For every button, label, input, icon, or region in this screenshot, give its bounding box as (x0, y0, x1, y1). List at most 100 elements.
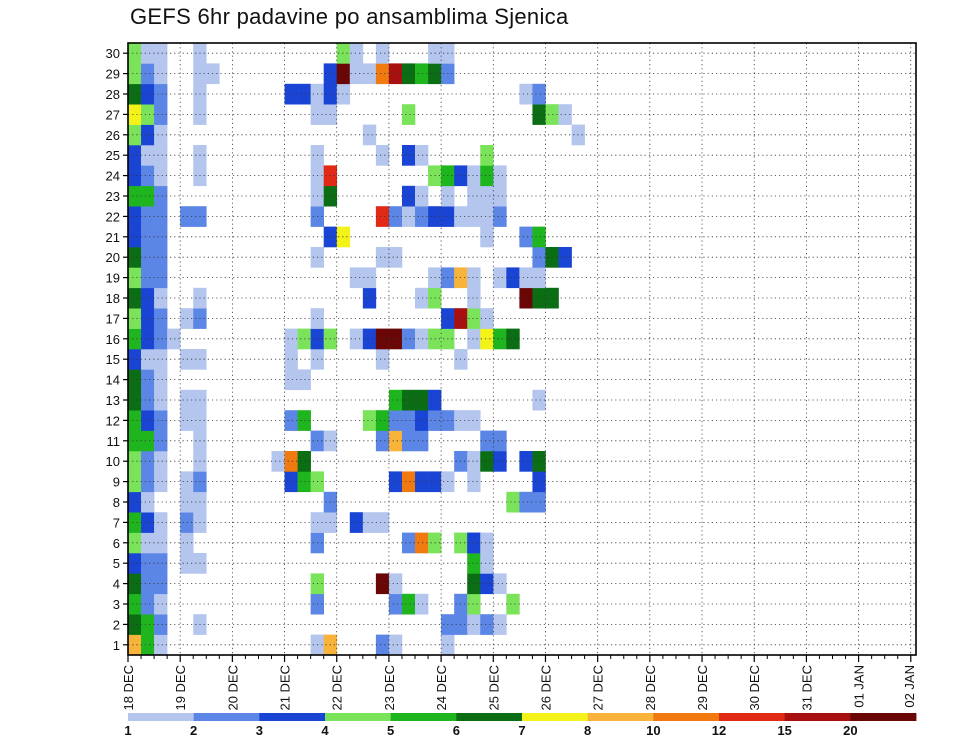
legend-label: 20 (843, 723, 857, 738)
y-tick-label: 21 (106, 230, 120, 245)
heatmap-cell (375, 634, 390, 656)
heatmap-cell (128, 185, 142, 207)
heatmap-cell (415, 287, 429, 309)
heatmap-cell (284, 410, 298, 431)
heatmap-cell (506, 593, 520, 615)
heatmap-cell (401, 328, 416, 350)
heatmap-cell (375, 145, 390, 166)
heatmap-cell (349, 63, 364, 85)
heatmap-cell (141, 369, 155, 391)
heatmap-cell (532, 451, 546, 472)
y-tick-label: 24 (106, 169, 120, 184)
heatmap-cell (141, 512, 155, 533)
heatmap-cell (128, 389, 142, 411)
x-tick-label: 31 DEC (799, 665, 814, 711)
heatmap-cell (519, 267, 533, 289)
heatmap-cell (415, 185, 429, 207)
heatmap-cell (128, 573, 142, 595)
heatmap-cell (128, 614, 142, 635)
heatmap-cell (284, 451, 298, 472)
heatmap-cell (141, 308, 155, 329)
heatmap-cell (388, 247, 403, 268)
heatmap-cell (480, 185, 494, 207)
heatmap-cell (375, 573, 390, 595)
heatmap-cell (480, 226, 494, 248)
chart-title: GEFS 6hr padavine po ansamblima Sjenica (130, 4, 569, 29)
heatmap-cell (493, 430, 507, 452)
heatmap-cell (349, 328, 364, 350)
y-axis: 1234567891011121314151617181920212223242… (106, 46, 128, 653)
heatmap-cell (349, 512, 364, 533)
heatmap-cell (128, 267, 142, 289)
y-tick-label: 27 (106, 107, 120, 122)
heatmap-cell (480, 206, 494, 227)
y-tick-label: 7 (113, 515, 120, 530)
heatmap-cell (297, 451, 311, 472)
heatmap-cell (506, 491, 520, 513)
y-tick-label: 11 (107, 434, 121, 449)
heatmap-cell (493, 573, 507, 595)
heatmap-cell (284, 328, 298, 350)
heatmap-cell (128, 471, 142, 493)
heatmap-cell (388, 593, 403, 615)
legend-swatch (653, 713, 720, 721)
heatmap-cell (519, 491, 533, 513)
heatmap-cell (415, 471, 429, 493)
heatmap-cell (362, 512, 377, 533)
heatmap-cell (128, 287, 142, 309)
heatmap-cell (480, 308, 494, 329)
heatmap-cell (532, 104, 546, 125)
heatmap-cell (128, 308, 142, 329)
heatmap-cell (401, 63, 416, 85)
heatmap-cell (401, 593, 416, 615)
legend: 1 2 3 4 5 6 7 8 10 12 15 20 (124, 713, 917, 738)
heatmap-cell (141, 63, 155, 85)
heatmap-cell (388, 430, 403, 452)
y-tick-label: 15 (106, 352, 120, 367)
legend-swatch (193, 713, 260, 721)
heatmap-cell (349, 43, 364, 64)
heatmap-cell (415, 63, 429, 85)
heatmap-cell (336, 83, 351, 105)
heatmap-cell (141, 267, 155, 289)
heatmap-cell (128, 83, 142, 105)
plot-frame (127, 42, 917, 656)
heatmap-cell (375, 63, 390, 85)
legend-swatch (456, 713, 523, 721)
heatmap-cell (493, 614, 507, 635)
heatmap-cell (375, 328, 390, 350)
heatmap-cell (467, 165, 481, 187)
heatmap-cell (467, 553, 481, 574)
legend-swatch (784, 713, 851, 721)
heatmap-cell (480, 532, 494, 554)
y-tick-label: 18 (106, 291, 120, 306)
heatmap-cell (467, 267, 481, 289)
heatmap-cell (388, 410, 403, 431)
x-tick-label: 22 DEC (330, 665, 345, 711)
y-tick-label: 8 (113, 495, 120, 510)
heatmap-cell (401, 471, 416, 493)
heatmap-cell (154, 83, 168, 105)
heatmap-cell (141, 471, 155, 493)
x-tick-label: 20 DEC (225, 665, 240, 711)
heatmap-cell (349, 267, 364, 289)
y-tick-label: 5 (113, 556, 120, 571)
heatmap-cell (467, 206, 481, 227)
x-tick-label: 18 DEC (121, 665, 136, 711)
y-tick-label: 9 (113, 475, 120, 490)
y-tick-label: 20 (106, 250, 120, 265)
heatmap-cell (336, 43, 351, 64)
heatmap-cell (128, 165, 142, 187)
heatmap-cell (362, 124, 377, 146)
heatmap-cell (128, 104, 142, 125)
heatmap-cell (154, 614, 168, 635)
heatmap-cell (480, 614, 494, 635)
heatmap-cell (467, 185, 481, 207)
heatmap-cell (154, 471, 168, 493)
y-tick-label: 4 (113, 577, 120, 592)
heatmap-cell (154, 287, 168, 309)
heatmap-cell (154, 451, 168, 472)
heatmap-cell (532, 83, 546, 105)
heatmap-cell (284, 349, 298, 370)
